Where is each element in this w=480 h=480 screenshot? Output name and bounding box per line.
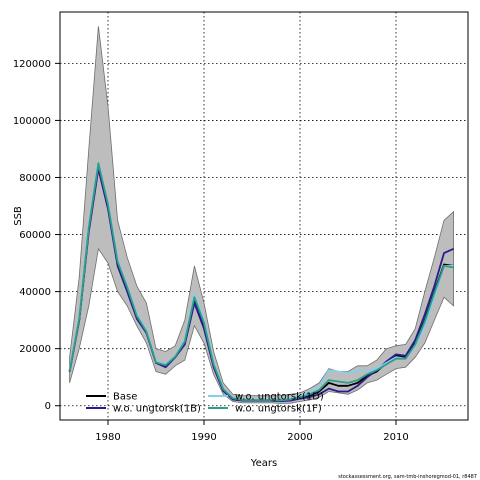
x-tick-label: 1980 [95, 432, 120, 443]
confidence-band-layer [69, 26, 454, 404]
x-tick-label: 2000 [287, 432, 312, 443]
y-tick-label: 20000 [19, 344, 51, 355]
legend-label: w.o. ungtorsk(1D) [235, 392, 324, 403]
series-line-3 [68, 162, 454, 402]
y-tick-label: 0 [45, 401, 51, 412]
y-tick-label: 120000 [13, 59, 51, 70]
y-axis: 0 20000 40000 60000 80000 100000 120000 [13, 59, 60, 412]
x-axis-title: Years [250, 458, 277, 469]
y-tick-label: 80000 [19, 173, 51, 184]
series-layer [68, 162, 454, 403]
grid [60, 12, 468, 420]
y-axis-title: SSB [13, 206, 24, 226]
legend-label: w.o. ungtorsk(1F) [235, 404, 322, 415]
credit-text: stockassessment.org, sam-tmb-inshoregmod… [338, 474, 477, 480]
y-tick-label: 100000 [13, 116, 51, 127]
y-tick-label: 60000 [19, 230, 51, 241]
legend-label: w.o. ungtorsk(1B) [113, 404, 201, 415]
x-tick-label: 1990 [191, 432, 216, 443]
plot-frame [59, 11, 469, 421]
x-axis: 1980 1990 2000 2010 [95, 420, 409, 443]
y-tick-label: 40000 [19, 287, 51, 298]
x-tick-label: 2010 [383, 432, 408, 443]
legend-label: Base [113, 392, 137, 403]
confidence-band [69, 26, 454, 404]
